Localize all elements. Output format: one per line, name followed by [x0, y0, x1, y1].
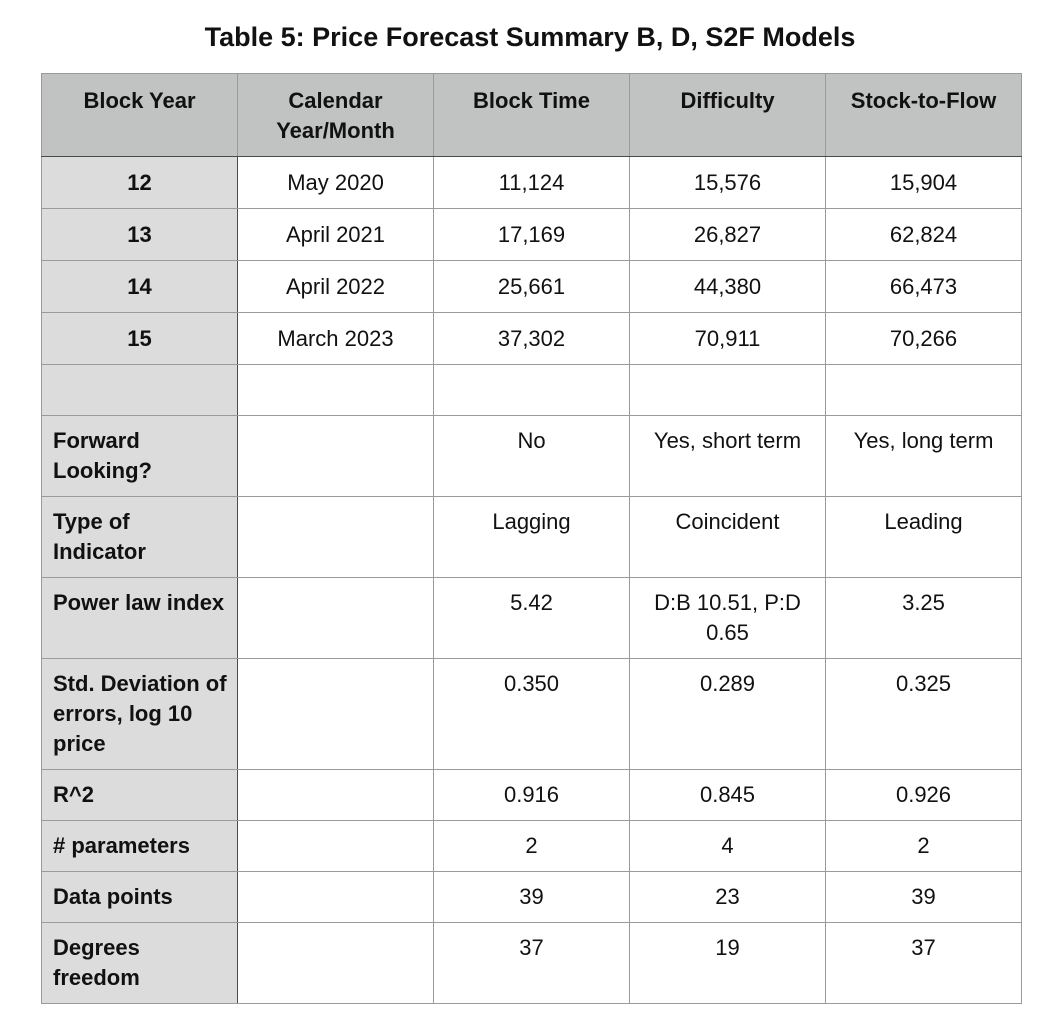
header-stock-to-flow: Stock-to-Flow	[825, 73, 1022, 157]
block-time-cell: 37	[433, 922, 630, 1004]
empty-cell	[237, 769, 434, 821]
row-label: Std. Deviation of errors, log 10 price	[41, 658, 238, 770]
s2f-cell: 70,266	[825, 312, 1022, 365]
empty-cell	[237, 577, 434, 659]
difficulty-cell: 15,576	[629, 156, 826, 209]
empty-cell	[237, 658, 434, 770]
empty-cell	[237, 415, 434, 497]
empty-cell	[237, 922, 434, 1004]
row-label: R^2	[41, 769, 238, 821]
difficulty-cell: 0.289	[629, 658, 826, 770]
table-row: 13 April 2021 17,169 26,827 62,824	[41, 208, 1022, 261]
calendar-cell: April 2022	[237, 260, 434, 313]
stats-row: Data points 39 23 39	[41, 871, 1022, 923]
s2f-cell: 62,824	[825, 208, 1022, 261]
stats-row: Type of Indicator Lagging Coincident Lea…	[41, 496, 1022, 578]
s2f-cell: 2	[825, 820, 1022, 872]
s2f-cell: 39	[825, 871, 1022, 923]
row-label: # parameters	[41, 820, 238, 872]
empty-cell	[433, 364, 630, 416]
difficulty-cell: Yes, short term	[629, 415, 826, 497]
table-row: 15 March 2023 37,302 70,911 70,266	[41, 312, 1022, 365]
empty-cell	[41, 364, 238, 416]
row-label: Degrees freedom	[41, 922, 238, 1004]
header-row: Block Year Calendar Year/Month Block Tim…	[41, 73, 1022, 157]
row-label: Data points	[41, 871, 238, 923]
difficulty-cell: 0.845	[629, 769, 826, 821]
table-row: 14 April 2022 25,661 44,380 66,473	[41, 260, 1022, 313]
row-label: Forward Looking?	[41, 415, 238, 497]
stats-row: Power law index 5.42 D:B 10.51, P:D 0.65…	[41, 577, 1022, 659]
block-year-cell: 14	[41, 260, 238, 313]
stats-row: Degrees freedom 37 19 37	[41, 922, 1022, 1004]
empty-cell	[237, 364, 434, 416]
block-time-cell: Lagging	[433, 496, 630, 578]
table-title: Table 5: Price Forecast Summary B, D, S2…	[204, 22, 856, 52]
block-year-cell: 12	[41, 156, 238, 209]
row-label: Type of Indicator	[41, 496, 238, 578]
s2f-cell: Yes, long term	[825, 415, 1022, 497]
empty-cell	[237, 820, 434, 872]
s2f-cell: Leading	[825, 496, 1022, 578]
block-year-cell: 15	[41, 312, 238, 365]
empty-cell	[237, 496, 434, 578]
s2f-cell: 0.325	[825, 658, 1022, 770]
s2f-cell: 0.926	[825, 769, 1022, 821]
block-time-cell: 0.916	[433, 769, 630, 821]
difficulty-cell: 44,380	[629, 260, 826, 313]
empty-cell	[237, 871, 434, 923]
s2f-cell: 37	[825, 922, 1022, 1004]
block-time-cell: 37,302	[433, 312, 630, 365]
difficulty-cell: Coincident	[629, 496, 826, 578]
difficulty-cell: 70,911	[629, 312, 826, 365]
header-block-year: Block Year	[41, 73, 238, 157]
block-time-cell: 39	[433, 871, 630, 923]
empty-cell	[825, 364, 1022, 416]
empty-spacer-row	[41, 364, 1022, 416]
block-time-cell: 5.42	[433, 577, 630, 659]
table-row: 12 May 2020 11,124 15,576 15,904	[41, 156, 1022, 209]
stats-row: R^2 0.916 0.845 0.926	[41, 769, 1022, 821]
block-time-cell: 2	[433, 820, 630, 872]
block-time-cell: 0.350	[433, 658, 630, 770]
s2f-cell: 3.25	[825, 577, 1022, 659]
difficulty-cell: 4	[629, 820, 826, 872]
header-block-time: Block Time	[433, 73, 630, 157]
header-difficulty: Difficulty	[629, 73, 826, 157]
row-label: Power law index	[41, 577, 238, 659]
stats-row: Std. Deviation of errors, log 10 price 0…	[41, 658, 1022, 770]
calendar-cell: March 2023	[237, 312, 434, 365]
calendar-cell: April 2021	[237, 208, 434, 261]
empty-cell	[629, 364, 826, 416]
block-time-cell: No	[433, 415, 630, 497]
block-time-cell: 25,661	[433, 260, 630, 313]
stats-row: Forward Looking? No Yes, short term Yes,…	[41, 415, 1022, 497]
block-year-cell: 13	[41, 208, 238, 261]
calendar-cell: May 2020	[237, 156, 434, 209]
block-time-cell: 17,169	[433, 208, 630, 261]
price-forecast-table: Block Year Calendar Year/Month Block Tim…	[41, 73, 1022, 1004]
s2f-cell: 15,904	[825, 156, 1022, 209]
s2f-cell: 66,473	[825, 260, 1022, 313]
difficulty-cell: 26,827	[629, 208, 826, 261]
difficulty-cell: 19	[629, 922, 826, 1004]
block-time-cell: 11,124	[433, 156, 630, 209]
difficulty-cell: 23	[629, 871, 826, 923]
stats-row: # parameters 2 4 2	[41, 820, 1022, 872]
header-calendar: Calendar Year/Month	[237, 73, 434, 157]
difficulty-cell: D:B 10.51, P:D 0.65	[629, 577, 826, 659]
